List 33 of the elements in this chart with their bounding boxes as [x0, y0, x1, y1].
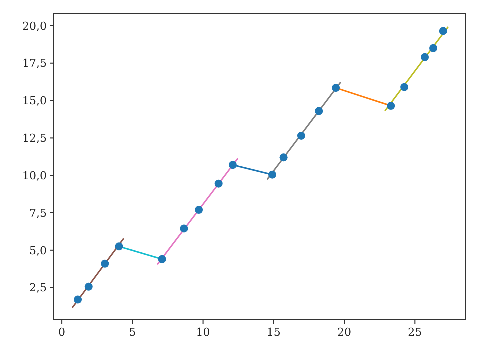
point	[280, 154, 288, 162]
point	[180, 224, 188, 233]
point	[101, 260, 110, 268]
point	[115, 242, 124, 251]
y-tick-label: 10,0	[22, 169, 47, 182]
point	[430, 44, 438, 52]
point	[439, 27, 448, 36]
point	[387, 102, 396, 110]
x-tick-label: 0	[58, 326, 66, 339]
point	[315, 107, 324, 116]
point	[297, 132, 306, 140]
y-tick-label: 20,0	[22, 20, 47, 33]
y-tick-label: 12,5	[22, 132, 47, 146]
x-tick-label: 5	[129, 326, 136, 339]
point	[158, 255, 166, 264]
point	[84, 282, 93, 291]
point	[268, 170, 276, 179]
x-tick-label: 25	[408, 326, 422, 339]
y-tick-label: 5,0	[30, 244, 47, 258]
point	[332, 84, 340, 92]
point	[421, 53, 430, 62]
x-tick-label: 10	[196, 326, 210, 339]
y-tick-label: 17,5	[22, 57, 47, 70]
point	[74, 296, 82, 304]
point	[195, 206, 204, 214]
x-tick-label: 15	[266, 326, 281, 339]
y-tick-label: 15,0	[22, 94, 47, 108]
point	[228, 161, 237, 170]
y-tick-label: 7,5	[30, 206, 47, 220]
y-tick-label: 2,5	[30, 282, 47, 295]
x-tick-label: 20	[338, 326, 352, 339]
point	[400, 83, 409, 92]
point	[214, 180, 223, 188]
